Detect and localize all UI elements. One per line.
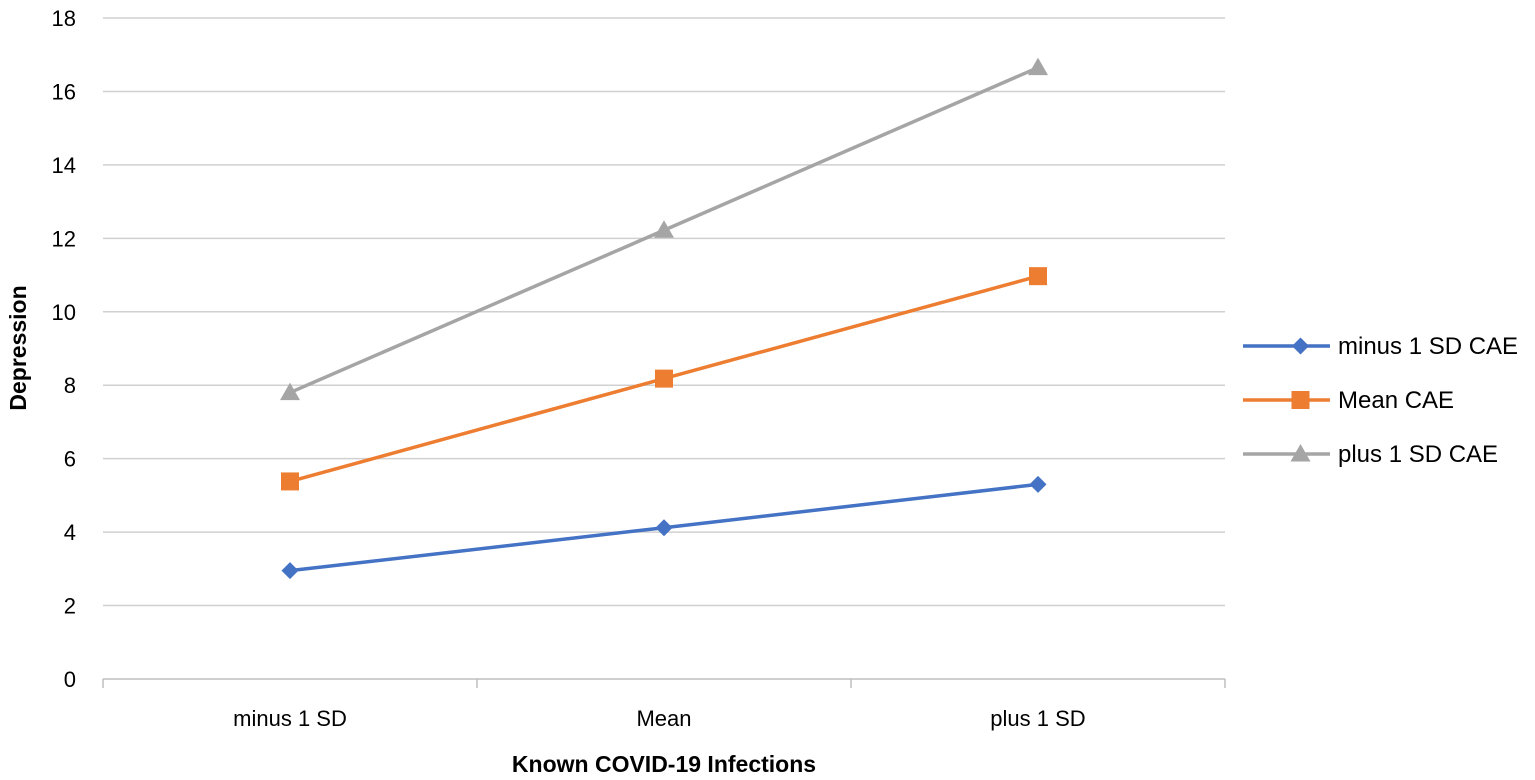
series-mean-cae — [281, 267, 1047, 491]
y-tick-label: 4 — [64, 520, 76, 545]
y-tick-label: 6 — [64, 447, 76, 472]
x-tick-label: Mean — [636, 706, 691, 731]
data-point-minus-1-sd-cae — [281, 562, 299, 580]
data-point-plus-1-sd-cae — [1028, 57, 1048, 76]
legend: minus 1 SD CAE Mean CAE plus 1 SD CAE — [1243, 333, 1518, 468]
data-point-plus-1-sd-cae — [280, 382, 300, 401]
y-tick-label: 12 — [52, 226, 76, 251]
y-tick-label: 2 — [64, 594, 76, 619]
legend-label: plus 1 SD CAE — [1338, 441, 1498, 468]
data-point-mean-cae — [281, 472, 299, 491]
x-tick-label: plus 1 SD — [990, 706, 1085, 731]
data-point-mean-cae — [1029, 267, 1047, 286]
data-point-plus-1-sd-cae — [654, 220, 674, 238]
legend-item-minus-1-sd-cae: minus 1 SD CAE — [1243, 333, 1518, 360]
y-tick-label: 18 — [52, 6, 76, 31]
legend-label: minus 1 SD CAE — [1338, 333, 1518, 360]
y-axis-title: Depression — [5, 285, 31, 410]
x-tick-label: minus 1 SD — [233, 706, 347, 731]
legend-item-mean-cae: Mean CAE — [1243, 387, 1454, 414]
legend-marker — [1291, 391, 1310, 409]
x-axis-title: Known COVID-19 Infections — [512, 751, 816, 777]
series-minus-1-sd-cae — [281, 475, 1047, 580]
y-tick-label: 8 — [64, 373, 76, 398]
legend-label: Mean CAE — [1338, 387, 1454, 414]
y-tick-label: 0 — [64, 667, 76, 692]
data-point-minus-1-sd-cae — [655, 519, 673, 537]
axes: 0 2 4 6 8 10 12 14 16 18 minus 1 SD Mean plus 1 SD — [52, 6, 1226, 731]
legend-marker — [1290, 444, 1311, 462]
data-point-mean-cae — [655, 369, 673, 388]
y-tick-label: 14 — [52, 153, 76, 178]
legend-item-plus-1-sd-cae: plus 1 SD CAE — [1243, 441, 1498, 468]
plot-series — [280, 57, 1048, 580]
y-tick-label: 16 — [52, 79, 76, 104]
data-point-minus-1-sd-cae — [1029, 475, 1047, 493]
legend-marker — [1292, 337, 1309, 355]
gridlines — [103, 17, 1225, 607]
series-plus-1-sd-cae — [280, 57, 1048, 401]
y-tick-label: 10 — [52, 300, 76, 325]
